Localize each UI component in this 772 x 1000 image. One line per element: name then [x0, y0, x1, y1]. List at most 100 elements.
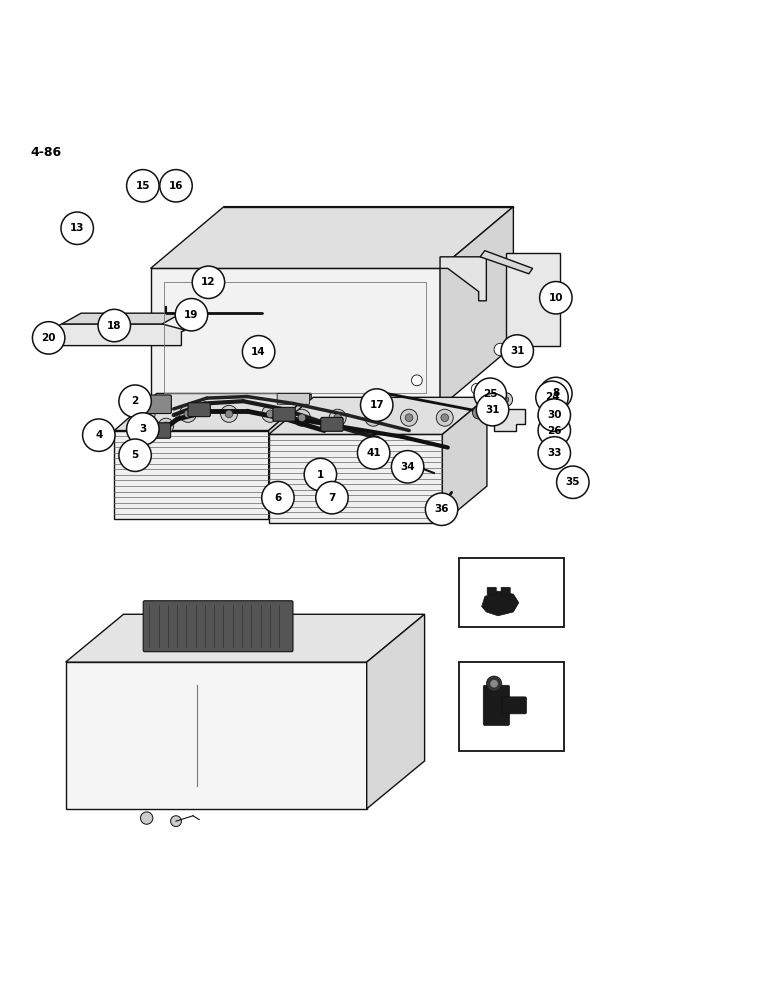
FancyBboxPatch shape: [487, 587, 496, 595]
FancyBboxPatch shape: [144, 601, 293, 652]
Circle shape: [61, 212, 93, 244]
Text: 24: 24: [545, 392, 559, 402]
Circle shape: [221, 405, 238, 422]
Text: 8: 8: [552, 388, 560, 398]
Circle shape: [141, 812, 153, 824]
Polygon shape: [440, 257, 486, 301]
Polygon shape: [440, 207, 513, 407]
Circle shape: [436, 409, 453, 426]
Text: 5: 5: [131, 450, 139, 460]
Circle shape: [370, 414, 378, 422]
Circle shape: [147, 422, 155, 430]
Circle shape: [538, 414, 571, 447]
Text: 4-86: 4-86: [31, 146, 62, 159]
Text: 2: 2: [131, 396, 139, 406]
Circle shape: [134, 422, 141, 430]
Circle shape: [486, 403, 498, 416]
Circle shape: [411, 375, 422, 386]
Polygon shape: [62, 313, 181, 324]
Text: 41: 41: [367, 448, 381, 458]
Circle shape: [538, 410, 550, 423]
FancyBboxPatch shape: [459, 662, 564, 751]
Circle shape: [361, 389, 393, 421]
Circle shape: [371, 448, 377, 454]
Circle shape: [472, 407, 485, 419]
Text: 7: 7: [328, 493, 336, 503]
Text: 14: 14: [252, 347, 266, 357]
Text: 13: 13: [70, 223, 84, 233]
FancyBboxPatch shape: [501, 587, 510, 595]
Circle shape: [316, 481, 348, 514]
Circle shape: [175, 299, 208, 331]
Polygon shape: [66, 614, 425, 662]
Circle shape: [366, 444, 381, 459]
FancyBboxPatch shape: [277, 393, 310, 404]
Circle shape: [160, 170, 192, 202]
Circle shape: [138, 405, 155, 422]
Text: 4: 4: [95, 430, 103, 440]
Text: 20: 20: [42, 333, 56, 343]
Circle shape: [538, 437, 571, 469]
Circle shape: [127, 413, 159, 445]
Circle shape: [298, 414, 306, 422]
Text: 18: 18: [107, 321, 121, 331]
Polygon shape: [151, 268, 440, 407]
Circle shape: [262, 405, 279, 422]
FancyBboxPatch shape: [273, 407, 295, 421]
Circle shape: [98, 309, 130, 342]
Circle shape: [262, 481, 294, 514]
Text: 26: 26: [547, 426, 561, 436]
Text: 25: 25: [483, 389, 497, 399]
Text: 35: 35: [566, 477, 580, 487]
Circle shape: [127, 170, 159, 202]
Text: 16: 16: [169, 181, 183, 191]
Circle shape: [171, 816, 181, 827]
Circle shape: [486, 676, 502, 691]
Circle shape: [162, 422, 170, 430]
FancyBboxPatch shape: [321, 417, 343, 431]
Circle shape: [536, 381, 568, 414]
Circle shape: [499, 393, 513, 407]
Circle shape: [365, 409, 382, 426]
Circle shape: [557, 475, 567, 486]
Circle shape: [503, 397, 509, 403]
Circle shape: [538, 399, 571, 431]
Circle shape: [401, 457, 411, 468]
Text: 31: 31: [486, 405, 499, 415]
Circle shape: [329, 409, 346, 426]
Polygon shape: [269, 434, 442, 523]
Polygon shape: [151, 207, 513, 268]
Text: 33: 33: [547, 448, 561, 458]
Polygon shape: [114, 431, 269, 519]
Circle shape: [179, 405, 196, 422]
Circle shape: [158, 418, 174, 434]
Circle shape: [441, 414, 449, 422]
Circle shape: [438, 500, 449, 511]
Circle shape: [130, 418, 145, 434]
Text: 31: 31: [510, 346, 524, 356]
FancyBboxPatch shape: [502, 697, 527, 714]
Circle shape: [490, 680, 498, 688]
Circle shape: [494, 343, 506, 356]
Circle shape: [192, 266, 225, 299]
Text: 17: 17: [370, 400, 384, 410]
Polygon shape: [367, 614, 425, 809]
Text: 12: 12: [201, 277, 215, 287]
Circle shape: [83, 419, 115, 451]
Polygon shape: [269, 397, 487, 434]
Circle shape: [474, 378, 506, 410]
Circle shape: [225, 410, 233, 418]
Polygon shape: [52, 324, 185, 346]
FancyBboxPatch shape: [483, 685, 510, 725]
Polygon shape: [506, 253, 560, 346]
Circle shape: [540, 377, 572, 410]
Text: 15: 15: [136, 181, 150, 191]
Circle shape: [405, 414, 413, 422]
Circle shape: [334, 414, 341, 422]
Circle shape: [119, 439, 151, 471]
Circle shape: [54, 334, 62, 342]
Circle shape: [144, 418, 159, 434]
Text: 10: 10: [549, 293, 563, 303]
Circle shape: [184, 410, 191, 418]
Circle shape: [143, 410, 151, 418]
